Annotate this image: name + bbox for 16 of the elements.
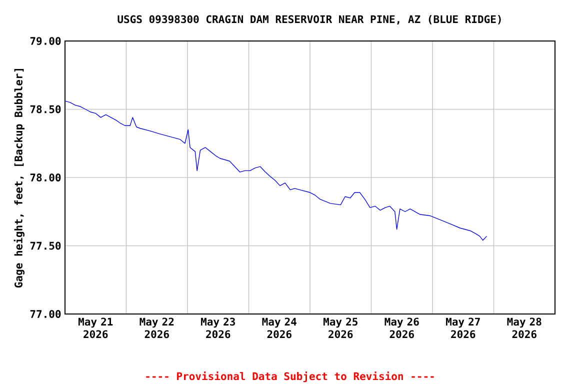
y-axis-title: Gage height, feet, [Backup Bubbler]	[14, 69, 24, 288]
x-tick-label: May 22 2026	[140, 318, 174, 338]
x-tick-label: May 21 2026	[78, 318, 113, 338]
y-tick-label: 77.50	[30, 242, 61, 250]
x-tick-label: May 25 2026	[324, 318, 358, 338]
text: ---- Provisional Data Subject to Revision ----	[146, 371, 434, 382]
y-tick-label: 78.50	[30, 105, 61, 114]
y-tick-label: 77.00	[30, 310, 61, 318]
x-tick-label: May 24 2026	[262, 318, 296, 338]
y-tick-label: 78.00	[30, 174, 61, 182]
y-tick-label: 79.00	[30, 36, 61, 45]
x-tick-label: May 27 2026	[446, 318, 480, 338]
x-tick-label: May 28 2026	[507, 318, 542, 338]
x-tick-label: May 23 2026	[201, 318, 235, 338]
chart-title: USGS 09398300 CRAGIN DAM RESERVOIR NEAR PINE, AZ (BLUE RIDGE)	[118, 15, 501, 24]
x-tick-label: May 26 2026	[384, 318, 419, 338]
